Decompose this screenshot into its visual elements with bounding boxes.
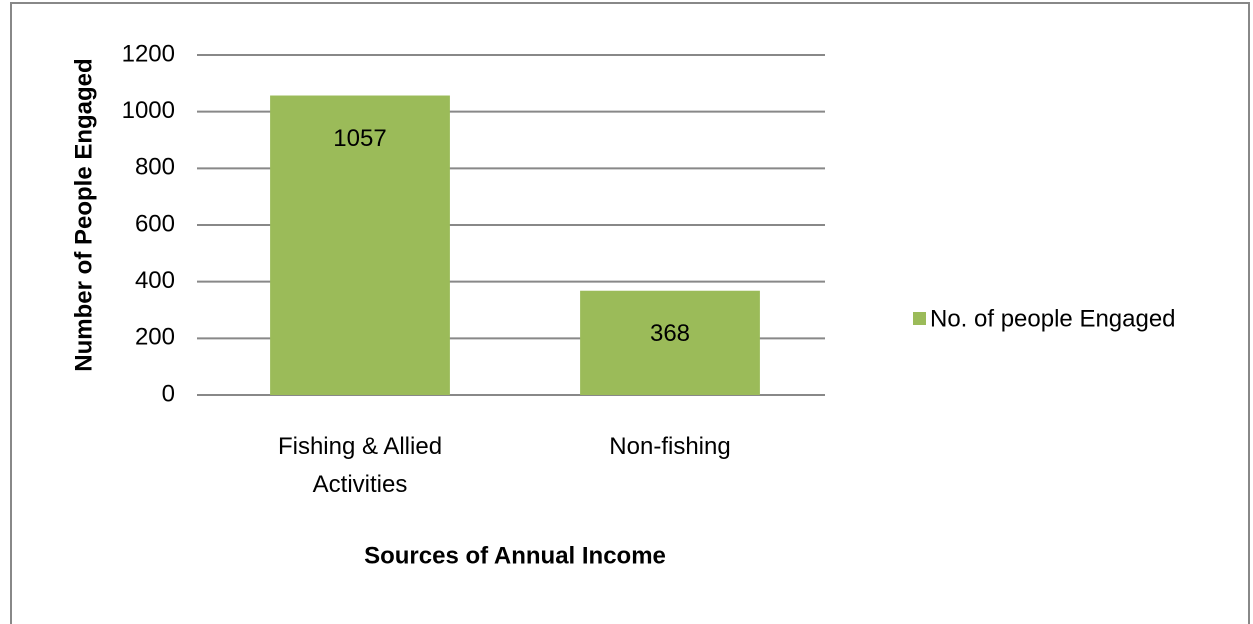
y-tick-label: 400: [135, 267, 175, 294]
bar: [580, 290, 760, 395]
legend-label: No. of people Engaged: [930, 305, 1176, 332]
x-tick-label-box: Fishing & Allied Activities: [277, 433, 443, 498]
legend-swatch: [913, 312, 926, 325]
x-tick-label: Fishing & Allied Activities: [277, 433, 443, 498]
y-tick-label: 0: [162, 380, 175, 407]
chart-border: [10, 2, 1250, 624]
y-tick-label: 1000: [122, 97, 175, 124]
y-tick-label: 1200: [122, 40, 175, 67]
bar: [270, 95, 450, 396]
y-tick-label: 200: [135, 324, 175, 351]
x-tick-label: Non-fishing: [609, 433, 731, 460]
x-tick-label-box: Non-fishing: [609, 433, 731, 460]
y-tick-label: 800: [135, 154, 175, 181]
y-axis-title: Number of People Engaged: [70, 58, 97, 371]
y-tick-label: 600: [135, 210, 175, 237]
data-label: 368: [650, 320, 690, 347]
x-axis-title: Sources of Annual Income: [364, 542, 666, 569]
data-label: 1057: [333, 125, 386, 152]
